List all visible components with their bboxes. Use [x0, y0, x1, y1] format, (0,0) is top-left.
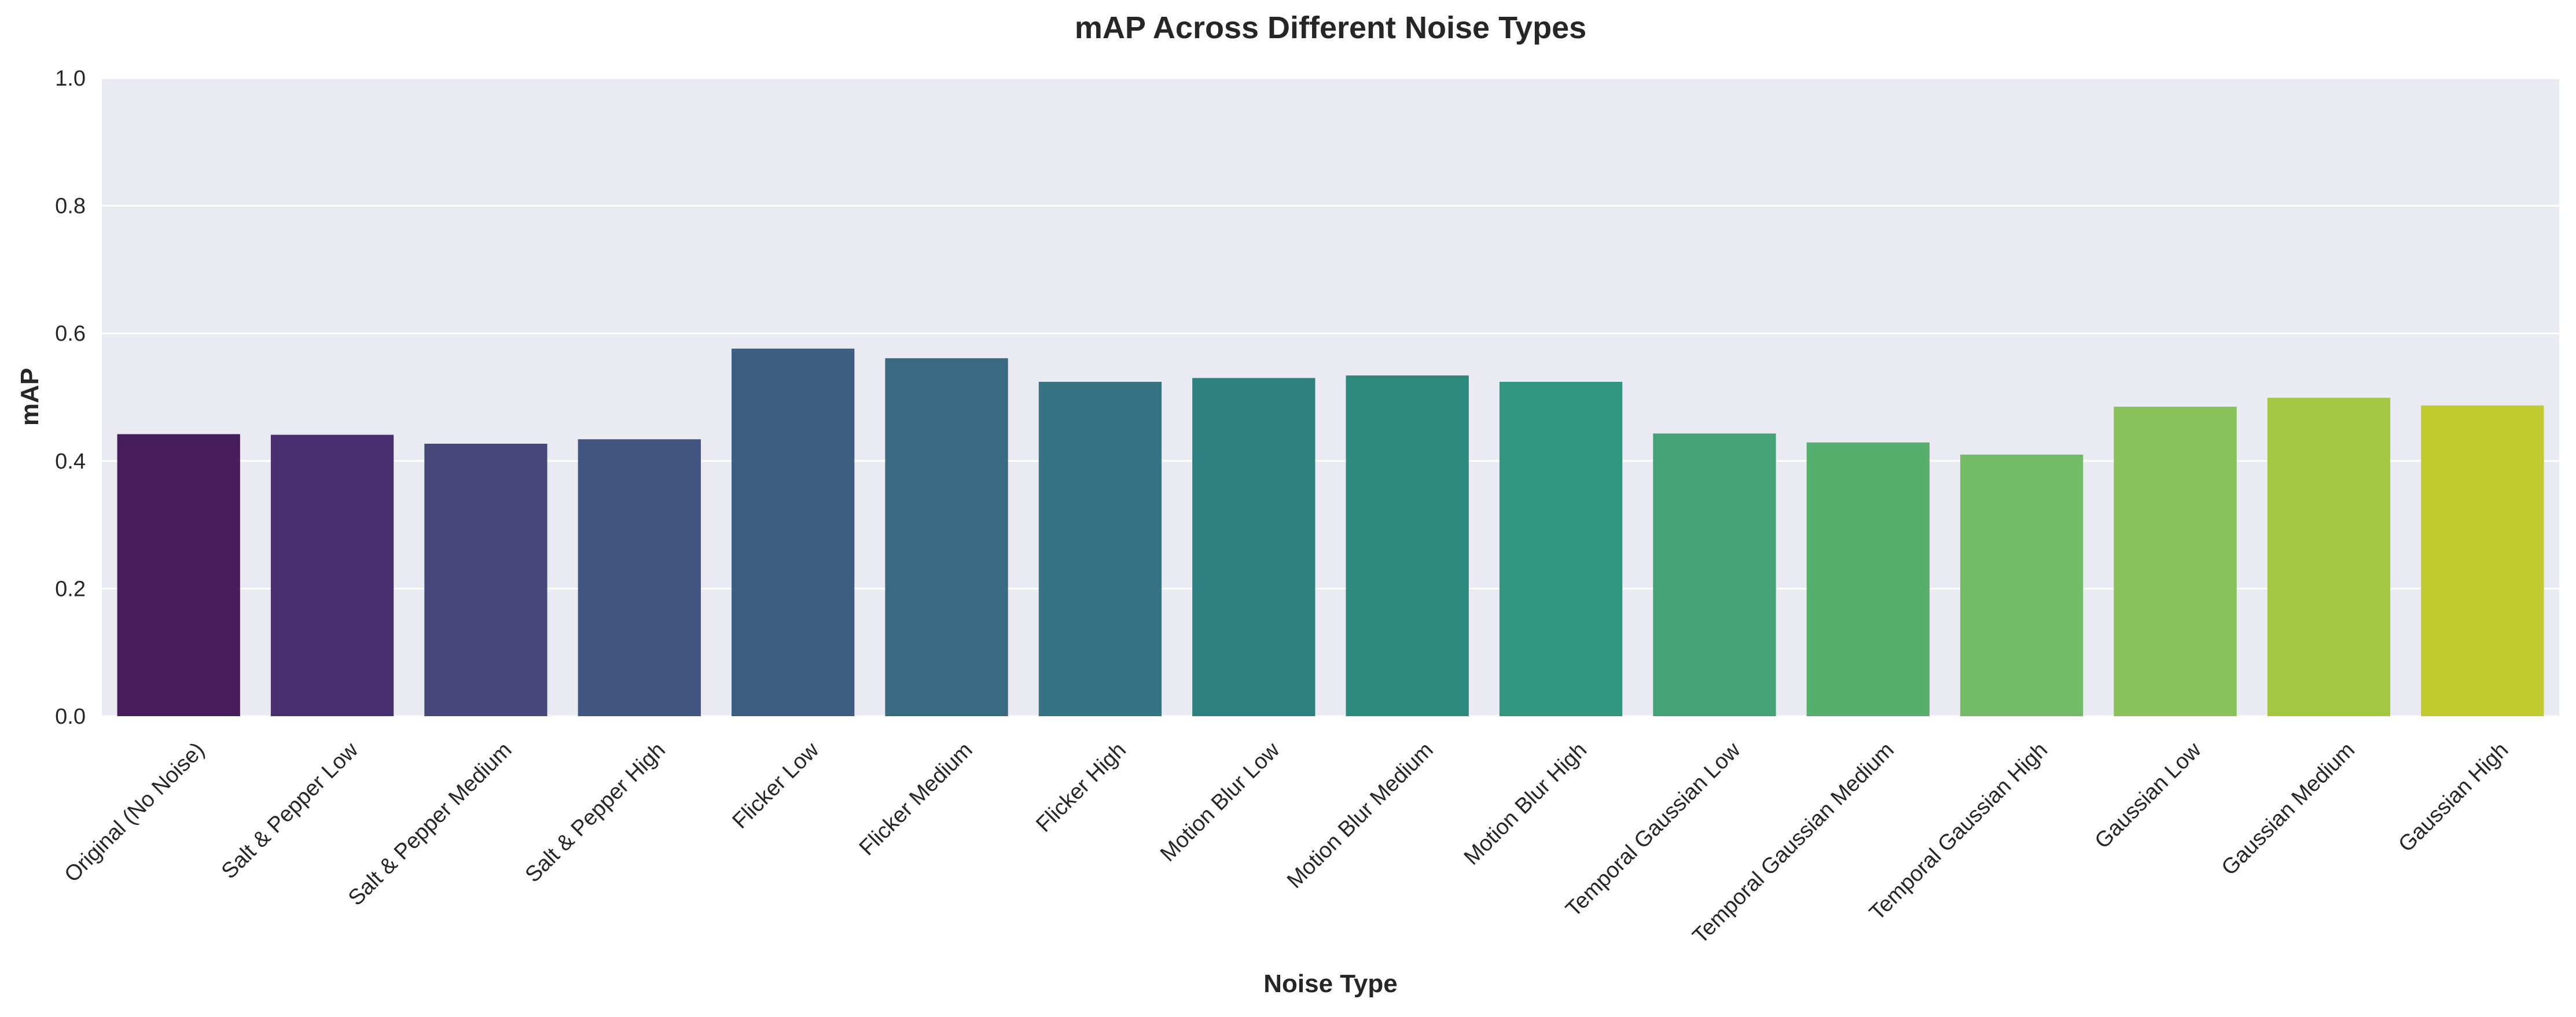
bars [117, 348, 2544, 716]
x-tick-label: Flicker High [1031, 738, 1131, 837]
bar [1806, 442, 1930, 716]
x-tick-label: Salt & Pepper High [521, 738, 670, 887]
bar [1499, 382, 1623, 716]
x-tick-label: Salt & Pepper Medium [344, 738, 517, 911]
bar [732, 348, 855, 716]
x-tick-label: Motion Blur Low [1156, 738, 1285, 867]
bar [578, 439, 701, 716]
bar [270, 434, 394, 716]
x-tick-label: Motion Blur Medium [1283, 738, 1438, 893]
x-tick-label: Gaussian Medium [2217, 738, 2360, 880]
x-tick-label: Flicker Medium [855, 738, 978, 860]
y-tick-label: 0.0 [55, 705, 86, 729]
x-tick-labels: Original (No Noise) Salt & Pepper LowSalt… [60, 738, 2513, 949]
bar [1653, 433, 1776, 716]
y-axis-label: mAP [16, 368, 44, 426]
bar [1192, 378, 1315, 716]
bar [885, 358, 1008, 716]
x-tick-label: Original (No Noise) [60, 738, 210, 887]
bar [2267, 397, 2391, 716]
bar [117, 434, 240, 716]
y-tick-label: 1.0 [55, 67, 86, 91]
x-tick-label: Flicker Low [728, 738, 824, 834]
x-tick-label: Gaussian Low [2090, 738, 2206, 853]
bar [1038, 382, 1162, 716]
y-tick-label: 0.8 [55, 194, 86, 219]
y-tick-labels: 0.0 0.2 0.4 0.6 0.8 1.0 [55, 67, 86, 729]
bar [2421, 405, 2544, 716]
bar [1346, 375, 1469, 716]
bar [1960, 454, 2083, 716]
chart-title: mAP Across Different Noise Types [1075, 10, 1586, 45]
x-tick-label: Motion Blur High [1460, 738, 1592, 869]
x-tick-label: Gaussian High [2394, 738, 2513, 857]
x-tick-label: Temporal Gaussian Low [1561, 738, 1745, 922]
bar [2114, 407, 2237, 716]
y-tick-label: 0.6 [55, 322, 86, 346]
y-tick-label: 0.2 [55, 577, 86, 601]
x-axis-label: Noise Type [1263, 970, 1397, 998]
x-tick-label: Salt & Pepper Low [217, 738, 363, 884]
y-tick-label: 0.4 [55, 449, 86, 474]
bar [424, 444, 547, 716]
x-tick-label: Temporal Gaussian High [1865, 738, 2052, 925]
